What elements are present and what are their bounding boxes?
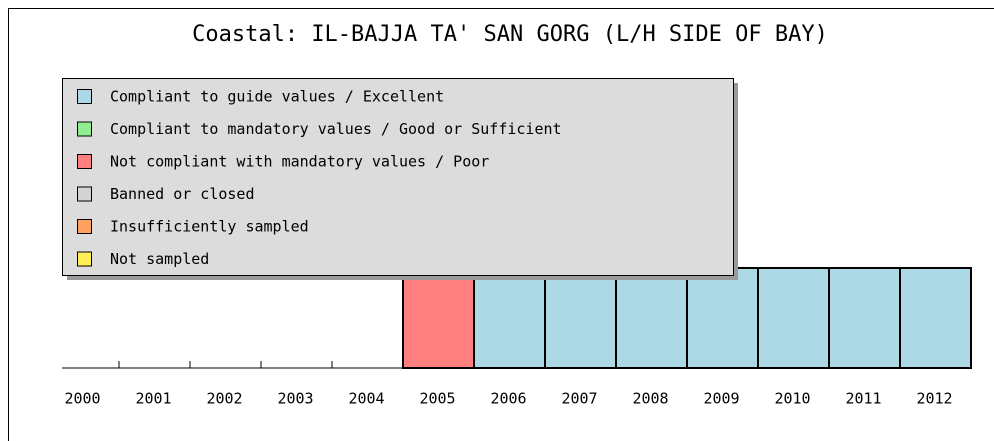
legend-label: Not compliant with mandatory values / Po… [110, 153, 489, 171]
x-tick-label: 2008 [632, 390, 668, 408]
bar [686, 267, 759, 369]
x-tick-label: 2005 [419, 390, 455, 408]
chart-title: Coastal: IL-BAJJA TA' SAN GORG (L/H SIDE… [192, 22, 828, 47]
x-tick-label: 2000 [64, 390, 100, 408]
x-tick-label: 2003 [277, 390, 313, 408]
x-tick-label: 2009 [703, 390, 739, 408]
legend-swatch [77, 89, 92, 104]
x-tick-label: 2010 [774, 390, 810, 408]
x-tick-label: 2006 [490, 390, 526, 408]
legend-label: Banned or closed [110, 185, 255, 203]
x-tick-label: 2002 [206, 390, 242, 408]
legend-swatch [77, 251, 92, 267]
legend-swatch [77, 186, 92, 202]
legend-swatch [77, 219, 92, 234]
x-tick-label: 2011 [845, 390, 881, 408]
bar [473, 267, 546, 369]
bar [402, 267, 475, 369]
x-tick-label: 2001 [135, 390, 171, 408]
bar [828, 267, 901, 369]
legend-swatch [77, 121, 92, 137]
legend-label: Compliant to guide values / Excellent [110, 88, 444, 106]
bar [899, 267, 972, 369]
legend-swatch [77, 154, 92, 169]
x-tick-label: 2012 [916, 390, 952, 408]
legend-label: Compliant to mandatory values / Good or … [110, 120, 562, 138]
legend-box [62, 78, 734, 276]
legend-label: Insufficiently sampled [110, 218, 309, 236]
bar [544, 267, 617, 369]
x-tick-label: 2004 [348, 390, 384, 408]
x-tick-label: 2007 [561, 390, 597, 408]
bar [757, 267, 830, 369]
legend-label: Not sampled [110, 250, 209, 268]
legend: Compliant to guide values / Excellent Com… [62, 78, 738, 280]
plot: 2000 2001 2002 2003 2004 2005 2006 2007 2008 2009… [62, 267, 972, 408]
bar [615, 267, 688, 369]
